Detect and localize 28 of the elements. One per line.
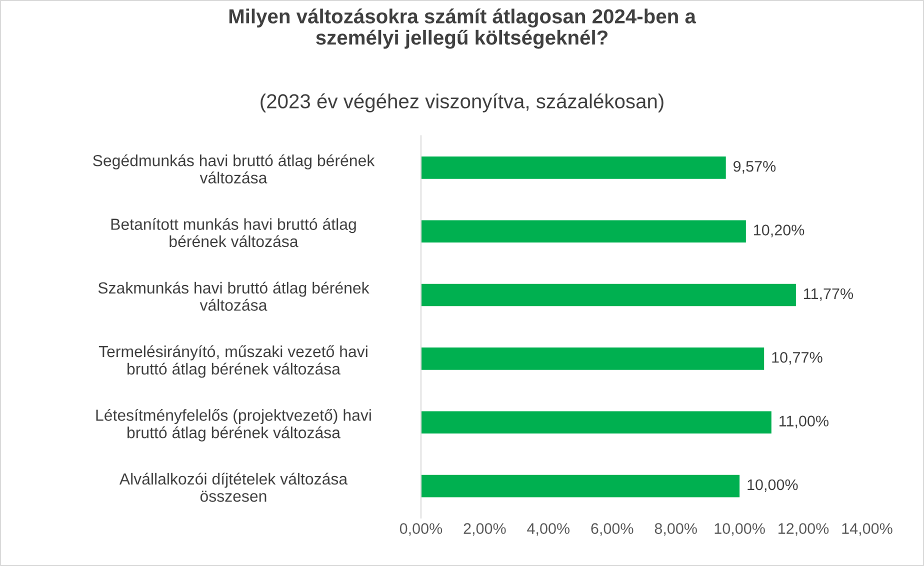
data-label: 9,57%: [734, 160, 776, 174]
x-tick-label: 6,00%: [591, 523, 634, 536]
x-tick-label: 12,00%: [778, 523, 829, 536]
bar: [420, 284, 796, 306]
y-tick-label: Betanított munkás havi bruttó átlag bérének változása: [111, 218, 356, 248]
x-tick-label: 2,00%: [464, 523, 506, 536]
chart-subtitle: (2023 év végéhez viszonyítva, százalékosan): [260, 93, 664, 112]
chart-title: Milyen változásokra számít átlagosan 2024-ben a személyi jellegű költségeknél?: [229, 8, 696, 49]
data-label: 10,20%: [754, 224, 804, 238]
data-label: 10,77%: [772, 352, 822, 365]
bar: [420, 411, 772, 434]
data-label: 10,00%: [748, 479, 798, 492]
x-tick-label: 8,00%: [654, 523, 697, 536]
data-label: 11,77%: [804, 288, 854, 301]
y-tick-label: Segédmunkás havi bruttó átlag bérének változása: [93, 154, 375, 184]
x-tick-label: 4,00%: [527, 523, 570, 536]
bar: [420, 156, 726, 179]
y-tick-label: Szakmunkás havi bruttó átlag bérének változása: [98, 282, 370, 311]
bar: [420, 474, 740, 498]
bar: [420, 348, 764, 370]
y-tick-label: Termelésirányító, műszaki vezető havi bruttó átlag bérének változása: [98, 345, 368, 378]
y-tick-label: Létesítményfelelős (projektvezető) havi bruttó átlag bérének változása: [96, 408, 371, 442]
bar: [420, 220, 746, 242]
x-tick-label: 14,00%: [842, 523, 892, 536]
data-label: 11,00%: [780, 416, 829, 428]
y-tick-label: Alvállalkozói díjtételek változása összesen: [119, 472, 348, 502]
x-tick-label: 10,00%: [714, 523, 765, 536]
x-tick-label: 0,00%: [400, 523, 442, 536]
